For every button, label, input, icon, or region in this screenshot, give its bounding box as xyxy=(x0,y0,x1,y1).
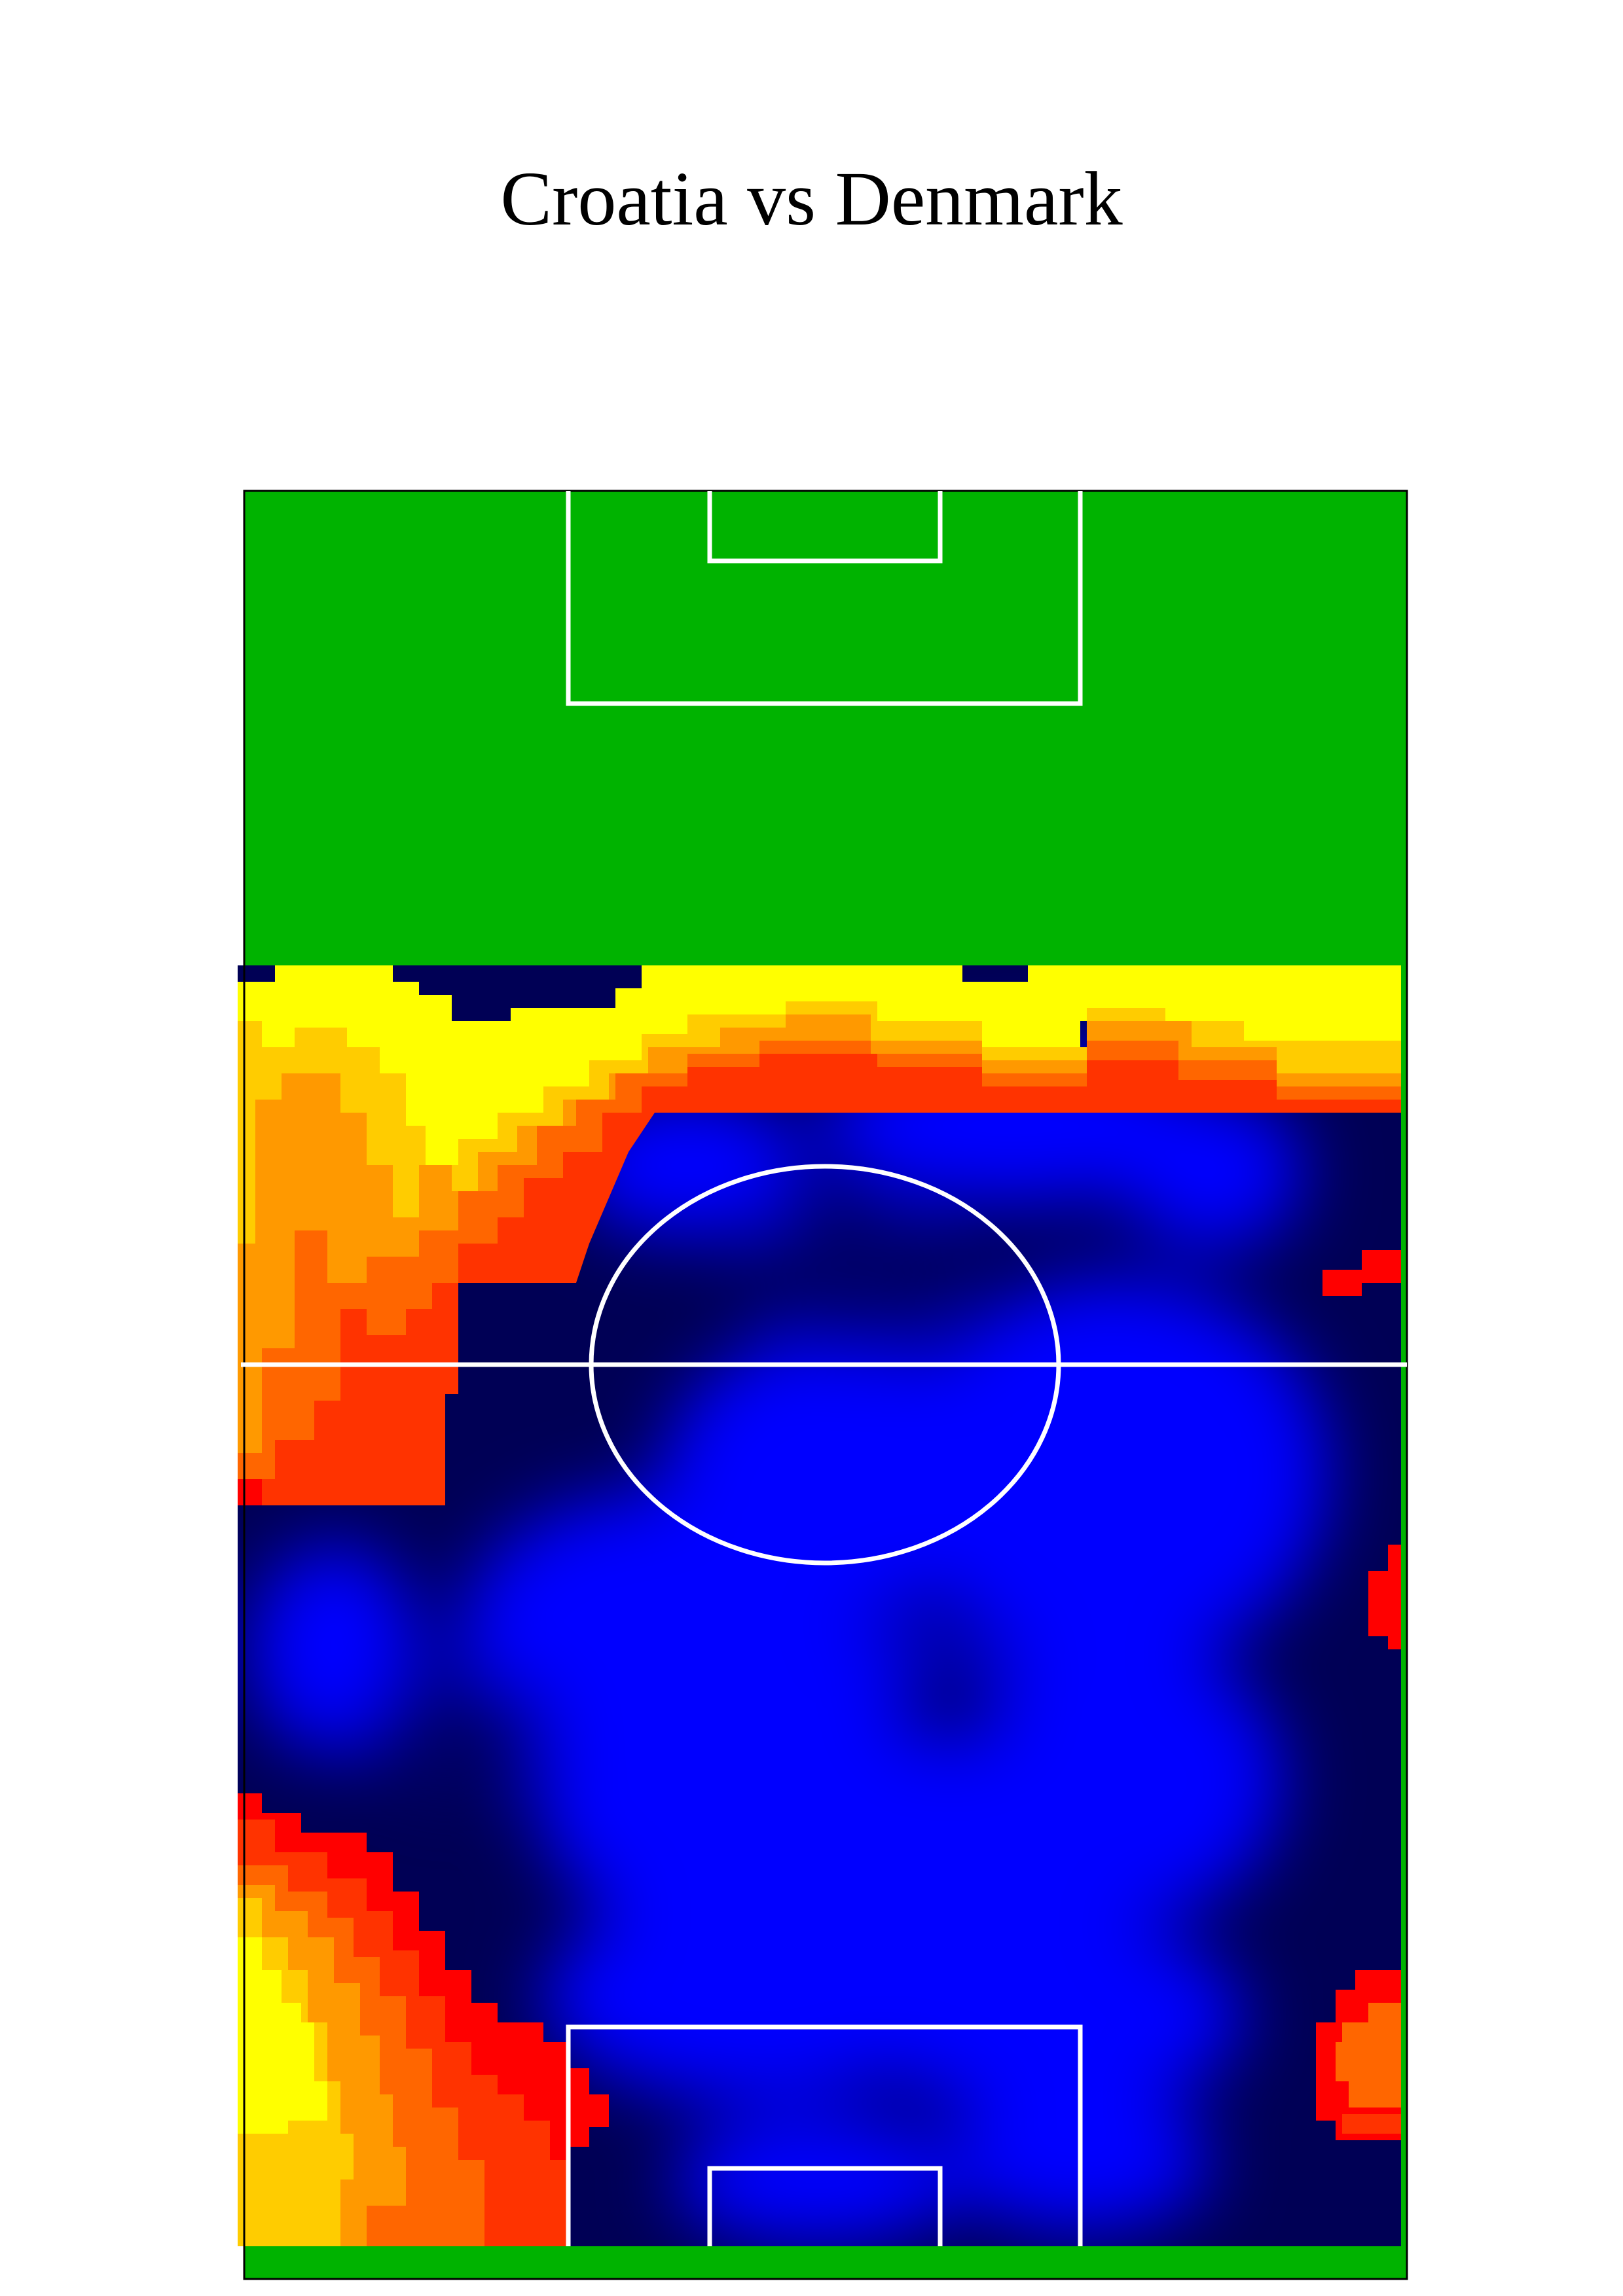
bottom-penalty-area xyxy=(566,2024,1083,2246)
chart-title: Croatia vs Denmark xyxy=(500,156,1123,242)
top-six-yard-box xyxy=(707,491,943,564)
bottom-left-hot-zone xyxy=(238,1793,609,2246)
heat-layer xyxy=(238,965,1404,2246)
top-hot-band xyxy=(238,965,1404,1505)
bottom-six-yard-box xyxy=(707,2166,943,2246)
pitch-right-edge xyxy=(1401,965,1407,2279)
right-hot-spots xyxy=(1316,1250,1404,2140)
pitch-markings xyxy=(241,491,1407,2246)
pitch-outline xyxy=(243,490,1408,2280)
top-penalty-area xyxy=(566,491,1083,706)
centre-circle xyxy=(589,1164,1061,1566)
